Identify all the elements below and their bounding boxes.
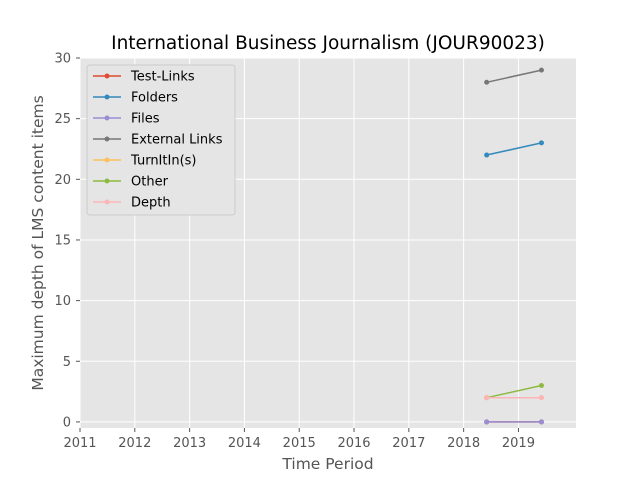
legend-label-depth: Depth (131, 196, 171, 211)
y-tick-label: 0 (63, 415, 71, 430)
y-tick-label: 15 (54, 233, 71, 248)
x-tick-label: 2015 (283, 436, 316, 451)
y-axis-ticks: 0 5 10 15 20 25 30 (54, 52, 80, 430)
x-axis-label: Time Period (281, 455, 373, 473)
legend-label-external-links: External Links (131, 133, 223, 148)
y-axis-label: Maximum depth of LMS content items (29, 95, 47, 390)
legend-label-turnitin-s: TurnItIn(s) (130, 154, 196, 169)
x-tick-label: 2014 (228, 436, 261, 451)
x-tick-label: 2016 (337, 436, 370, 451)
legend-marker-depth (104, 199, 110, 205)
legend-marker-external-links (104, 136, 110, 142)
data-point-depth (484, 395, 490, 401)
chart-title: International Business Journalism (JOUR9… (111, 33, 545, 54)
data-point-files (484, 419, 490, 425)
legend-marker-files (104, 115, 110, 121)
series-line-other (486, 384, 542, 399)
data-point-other (538, 383, 544, 389)
y-tick-label: 10 (54, 294, 71, 309)
legend-marker-test-links (104, 73, 110, 79)
legend-marker-turnitin-s (104, 157, 110, 163)
legend: Test-Links Folders Files External Links Turn… (86, 64, 236, 216)
series-line-folders (486, 142, 542, 156)
legend-marker-other (104, 178, 110, 184)
data-point-folders (484, 152, 490, 158)
y-tick-label: 30 (54, 52, 71, 67)
data-point-folders (538, 140, 544, 146)
data-point-depth (538, 395, 544, 401)
x-tick-label: 2013 (173, 436, 206, 451)
x-tick-label: 2019 (502, 436, 535, 451)
x-tick-label: 2017 (392, 436, 425, 451)
data-point-files (538, 419, 544, 425)
x-axis-ticks: 2011 2012 2013 2014 2015 2016 2017 2018 2019 (63, 428, 535, 451)
legend-label-files: Files (131, 112, 160, 127)
legend-label-other: Other (131, 175, 169, 190)
y-tick-label: 25 (54, 112, 71, 127)
data-point-external-links (484, 79, 490, 85)
series-layer (484, 67, 544, 425)
legend-box (86, 64, 236, 216)
x-tick-label: 2018 (447, 436, 480, 451)
x-tick-label: 2011 (63, 436, 96, 451)
series-line-external-links (486, 69, 542, 84)
legend-label-test-links: Test-Links (130, 70, 195, 85)
legend-label-folders: Folders (131, 91, 178, 106)
data-point-external-links (538, 67, 544, 73)
x-tick-label: 2012 (118, 436, 151, 451)
legend-marker-folders (104, 94, 110, 100)
y-tick-label: 5 (63, 355, 71, 370)
y-tick-label: 20 (54, 173, 71, 188)
